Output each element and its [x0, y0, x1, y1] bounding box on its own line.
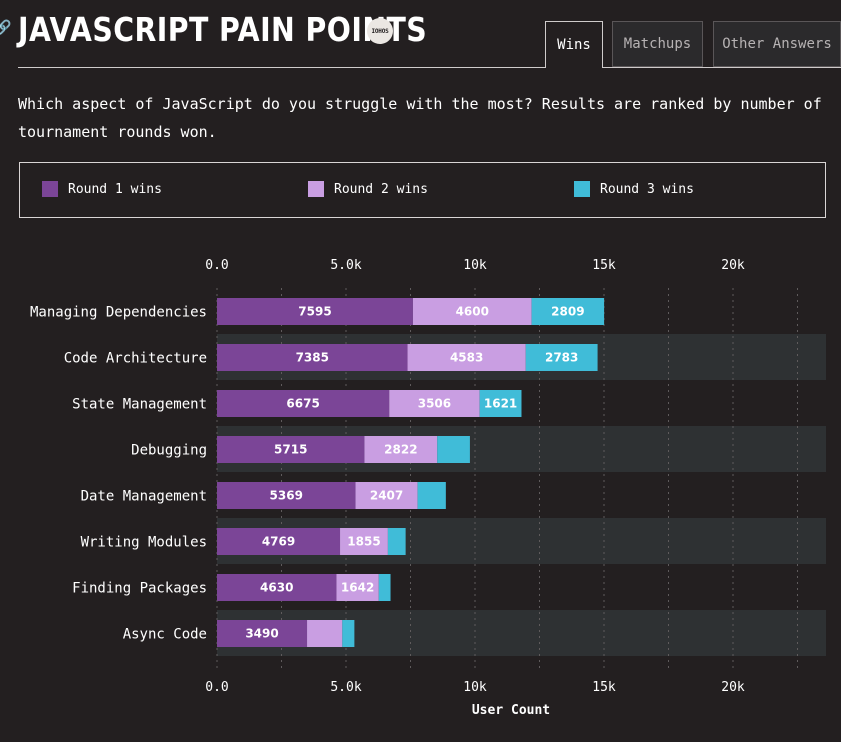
bar-value-label: 7595 [298, 305, 331, 319]
bar-value-label: 4630 [260, 581, 293, 595]
x-tick-label-top: 20k [721, 258, 745, 273]
bar-value-label: 2809 [551, 305, 584, 319]
x-tick-label-top: 10k [463, 258, 487, 273]
bar-segment [307, 620, 343, 647]
category-label: Finding Packages [72, 581, 207, 597]
bar-segment [364, 436, 438, 463]
category-label: Managing Dependencies [30, 305, 207, 321]
legend-label-round-3: Round 3 wins [600, 181, 694, 197]
x-tick-label-bottom: 20k [721, 680, 745, 695]
bar-value-label: 5369 [270, 489, 303, 503]
bar-segment [412, 298, 532, 325]
bar-segment [387, 528, 406, 555]
bar-segment [217, 482, 356, 509]
bar-segment [389, 390, 480, 417]
category-label: Code Architecture [64, 351, 207, 367]
chart-legend: Round 1 wins Round 2 wins Round 3 wins [19, 162, 826, 218]
bar-segment [525, 344, 598, 371]
legend-swatch-round-3 [574, 181, 590, 197]
tab-wins[interactable]: Wins [545, 21, 603, 68]
bar-segment [378, 574, 391, 601]
legend-swatch-round-1 [42, 181, 58, 197]
bar-segment [336, 574, 379, 601]
x-tick-label-bottom: 15k [592, 680, 616, 695]
bar-segment [407, 344, 526, 371]
x-tick-label-bottom: 5.0k [330, 680, 361, 695]
bar-value-label: 2783 [545, 351, 578, 365]
bar-value-label: 4583 [450, 351, 483, 365]
bar-segment [417, 482, 446, 509]
category-label: Debugging [131, 443, 207, 459]
category-label: State Management [72, 397, 207, 413]
bar-value-label: 4600 [456, 305, 489, 319]
bar-value-label: 4769 [262, 535, 295, 549]
bar-segment [217, 390, 390, 417]
bar-segment [479, 390, 522, 417]
bar-segment [217, 574, 337, 601]
link-icon[interactable]: 🔗 [0, 20, 12, 36]
category-label: Writing Modules [81, 535, 207, 551]
bar-value-label: 7385 [296, 351, 329, 365]
tab-matchups[interactable]: Matchups [612, 21, 703, 67]
bar-value-label: 5715 [274, 443, 307, 457]
bar-value-label: 2822 [384, 443, 417, 457]
x-tick-label-bottom: 10k [463, 680, 487, 695]
stacked-bar-chart: 0.0 0.0 5.0k 5.0k 10k 10k 15k 15k 20k 20k User Cou… [30, 258, 826, 718]
header-divider [18, 67, 545, 68]
bar-segment [342, 620, 355, 647]
category-label: Async Code [123, 627, 207, 643]
bar-value-label: 3490 [245, 627, 278, 641]
x-tick-label-bottom: 0.0 [205, 680, 228, 695]
bar-segment [437, 436, 470, 463]
x-tick-label-top: 5.0k [330, 258, 361, 273]
legend-item-round-3[interactable]: Round 3 wins [574, 181, 694, 197]
bar-segment [217, 298, 413, 325]
tab-other-answers[interactable]: Other Answers [713, 21, 841, 67]
category-label: Date Management [81, 489, 207, 505]
bar-value-label: 1621 [484, 397, 517, 411]
x-tick-label-top: 15k [592, 258, 616, 273]
bar-value-label: 3506 [418, 397, 451, 411]
bar-segment [340, 528, 388, 555]
bar-segment [217, 528, 341, 555]
bar-segment [217, 436, 365, 463]
bar-value-label: 2407 [370, 489, 403, 503]
legend-label-round-2: Round 2 wins [334, 181, 428, 197]
x-axis-label: User Count [472, 703, 550, 718]
page-title: JAVASCRIPT PAIN POINTS [18, 10, 428, 49]
legend-label-round-1: Round 1 wins [68, 181, 162, 197]
chart-description: Which aspect of JavaScript do you strugg… [18, 95, 822, 141]
legend-swatch-round-2 [308, 181, 324, 197]
bar-value-label: 1642 [341, 581, 374, 595]
bar-segment [217, 620, 308, 647]
bar-value-label: 1855 [347, 535, 380, 549]
x-tick-label-top: 0.0 [205, 258, 228, 273]
legend-item-round-1[interactable]: Round 1 wins [42, 181, 162, 197]
bar-value-label: 6675 [286, 397, 319, 411]
bar-segment [217, 344, 408, 371]
tab-divider [603, 67, 841, 68]
bar-segment [531, 298, 605, 325]
legend-item-round-2[interactable]: Round 2 wins [308, 181, 428, 197]
survey-badge-icon: IOHOS [367, 18, 393, 44]
bar-segment [355, 482, 418, 509]
